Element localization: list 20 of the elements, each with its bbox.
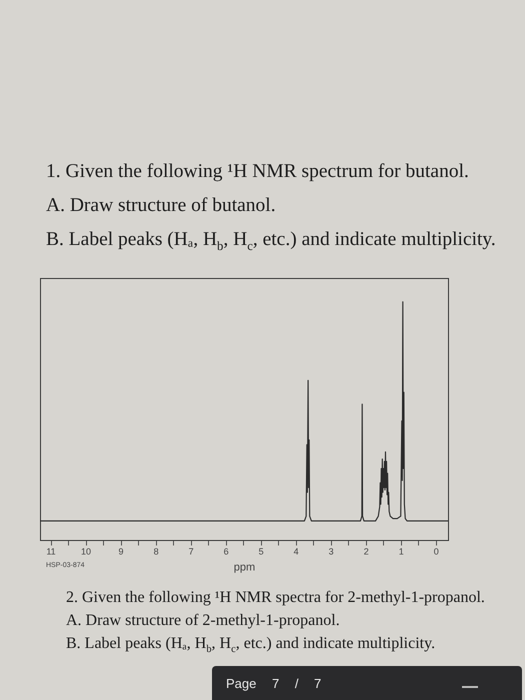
chart-title: 1. Given the following ¹H NMR spectrum for butanol. [46,160,470,183]
text: B. Label peaks (Hₐ, H$_{b}$, H$_{c}$, etc.) and indicate multiplicity. [46,228,496,255]
x-tick-label: 9 [118,546,124,556]
x-tick-label: 0 [434,546,439,556]
x-axis-title: ppm [234,562,256,574]
x-tick-label: 6 [224,546,229,556]
x-tick-label: 5 [258,546,264,556]
text: Page 7 / 7 [226,676,322,691]
text: A. Draw structure of 2-methyl-1-propanol. [66,611,341,630]
text: B. Label peaks (Hₐ, H$_{b}$, H$_{c}$, etc.) and indicate multiplicity. [66,634,436,658]
x-tick-label: 10 [81,546,92,556]
text: A. Draw structure of butanol. [46,194,277,217]
x-tick-label: 8 [154,546,159,556]
x-tick-label: 4 [294,546,299,556]
x-tick-label: 1 [398,546,404,556]
x-tick-label: 11 [46,546,56,556]
text: 2. Given the following ¹H NMR spectra for 2-methyl-1-propanol. [66,588,485,607]
x-tick-label: 7 [188,546,194,556]
x-tick-label: 3 [328,546,334,556]
x-tick-label: 2 [364,546,369,556]
